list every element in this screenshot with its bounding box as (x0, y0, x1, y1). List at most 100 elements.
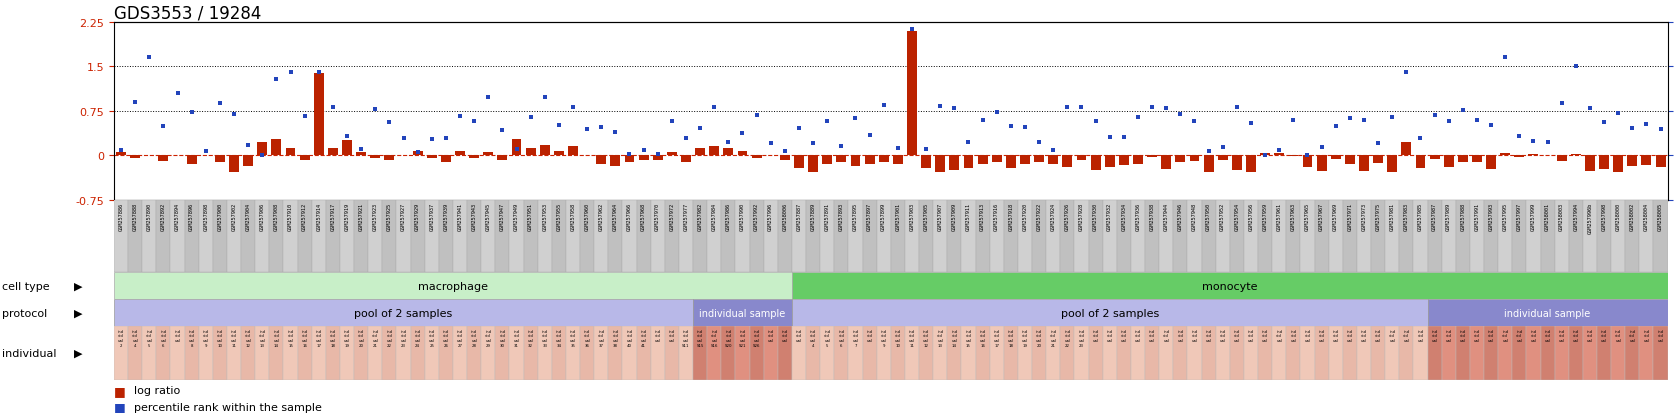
Point (235, 142, 261, 149)
Point (1463, 118, 1490, 124)
Point (1265, 147, 1292, 154)
Text: protocol: protocol (2, 308, 47, 318)
Bar (411, 200, 424, 273)
Text: ind
vid
ual: ind vid ual (1403, 329, 1410, 342)
Text: ind
vid
ual: ind vid ual (1093, 329, 1099, 342)
Bar (694, 299, 793, 326)
Bar (1301, 326, 1314, 380)
Bar (523, 326, 538, 380)
Bar (312, 200, 325, 273)
Bar (272, 139, 282, 156)
Text: ind
vid
ual: ind vid ual (1348, 329, 1353, 342)
Bar (526, 149, 536, 156)
Text: GSM258002: GSM258002 (1629, 202, 1634, 230)
Point (432, 135, 459, 142)
Bar (298, 326, 312, 380)
Bar (1527, 200, 1540, 273)
Bar (1626, 200, 1639, 273)
Point (193, 149, 220, 155)
Bar (1626, 326, 1639, 380)
Text: GSM257945: GSM257945 (486, 202, 491, 230)
Bar (893, 156, 903, 165)
Point (799, 140, 826, 147)
Text: GSM257912: GSM257912 (302, 202, 307, 230)
Text: GSM257964: GSM257964 (613, 202, 618, 230)
Text: GSM257896: GSM257896 (189, 202, 194, 230)
Point (1210, 144, 1237, 151)
Bar (1472, 156, 1482, 162)
Text: individual sample: individual sample (699, 308, 786, 318)
Bar (1314, 326, 1329, 380)
Point (1450, 107, 1477, 114)
Bar (1259, 200, 1272, 273)
Bar (934, 326, 947, 380)
Bar (848, 200, 863, 273)
Point (856, 132, 883, 139)
Bar (456, 151, 464, 156)
Bar (114, 326, 127, 380)
Bar (243, 156, 253, 166)
Point (347, 147, 374, 153)
Point (334, 133, 360, 140)
Bar (1215, 200, 1230, 273)
Text: ind
vid
ual
34: ind vid ual 34 (556, 329, 561, 347)
Bar (1639, 200, 1654, 273)
Text: ind
vid
ual
S21: ind vid ual S21 (739, 329, 746, 347)
Bar (1358, 200, 1371, 273)
Point (263, 76, 290, 83)
Text: ind
vid
ual: ind vid ual (1106, 329, 1113, 342)
Bar (540, 145, 550, 156)
Bar (1441, 200, 1456, 273)
Bar (751, 156, 761, 159)
Bar (1218, 156, 1227, 161)
Bar (975, 200, 989, 273)
Bar (707, 326, 721, 380)
Text: ind
vid
ual
40: ind vid ual 40 (627, 329, 632, 347)
Point (1393, 69, 1420, 76)
Point (1166, 111, 1193, 118)
Text: cell type: cell type (2, 281, 49, 291)
Bar (625, 156, 635, 163)
Bar (749, 326, 764, 380)
Text: GSM258003: GSM258003 (1559, 202, 1564, 230)
Bar (127, 200, 142, 273)
Bar (905, 326, 918, 380)
Text: GSM257909: GSM257909 (952, 202, 957, 230)
Text: ind
vid
ual
S15: ind vid ual S15 (697, 329, 704, 347)
Text: GSM257900: GSM257900 (218, 202, 223, 230)
Point (898, 26, 925, 33)
Bar (199, 200, 213, 273)
Point (1068, 104, 1094, 111)
Bar (1428, 299, 1668, 326)
Text: GSM257941: GSM257941 (458, 202, 463, 230)
Point (602, 130, 628, 136)
Text: ind
vid
ual
36: ind vid ual 36 (583, 329, 590, 347)
Point (1648, 126, 1674, 133)
Bar (184, 326, 199, 380)
Bar (1034, 156, 1044, 163)
Bar (1498, 200, 1512, 273)
Bar (1416, 156, 1425, 169)
Bar (1145, 200, 1160, 273)
Bar (1371, 200, 1384, 273)
Bar (283, 200, 298, 273)
Point (1039, 147, 1066, 154)
Point (1577, 105, 1604, 112)
Point (1534, 140, 1560, 146)
Bar (848, 326, 863, 380)
Bar (1289, 156, 1299, 157)
Text: ind
vid
ual
13: ind vid ual 13 (937, 329, 944, 347)
Text: ind
vid
ual: ind vid ual (1262, 329, 1269, 342)
Bar (1470, 200, 1483, 273)
Bar (186, 156, 196, 165)
Bar (469, 156, 479, 159)
Bar (580, 200, 595, 273)
Bar (863, 200, 877, 273)
Bar (114, 299, 694, 326)
Text: GSM257968: GSM257968 (642, 202, 647, 230)
Text: ind
vid
ual: ind vid ual (1135, 329, 1141, 342)
Bar (369, 200, 382, 273)
Text: ind
vid
ual
20: ind vid ual 20 (1036, 329, 1042, 347)
Text: ind
vid
ual
16: ind vid ual 16 (979, 329, 985, 347)
Bar (823, 156, 833, 165)
